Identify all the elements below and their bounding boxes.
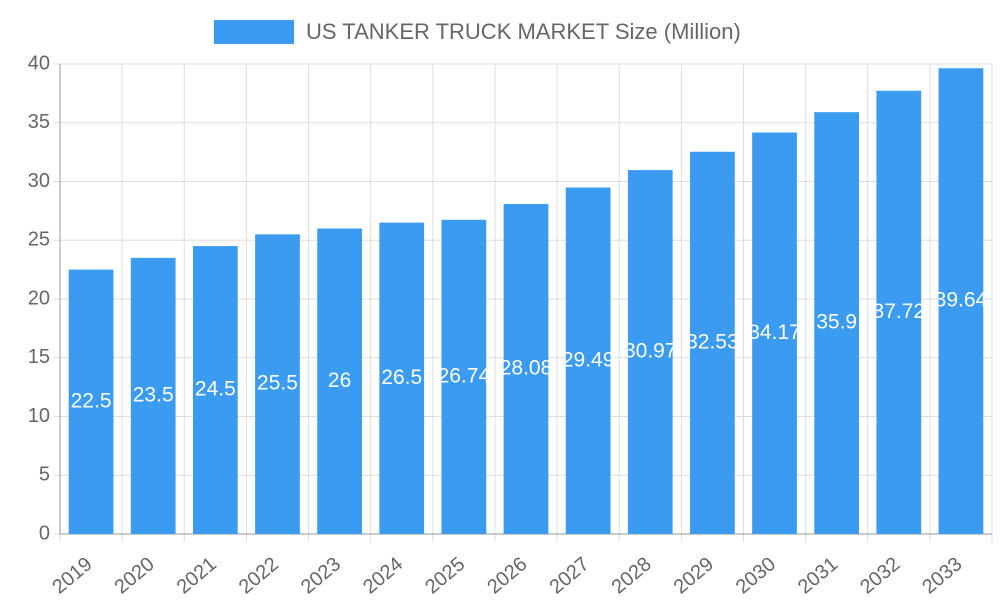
bar <box>379 222 425 534</box>
value-label: 28.08 <box>500 357 553 380</box>
bar <box>503 204 549 534</box>
x-tick-label: 2021 <box>173 553 221 598</box>
value-label: 29.49 <box>562 348 615 371</box>
y-tick-label: 25 <box>28 229 50 251</box>
x-tick-label: 2032 <box>856 553 904 598</box>
bar <box>192 246 238 534</box>
x-tick-label: 2027 <box>545 553 593 598</box>
bar <box>690 151 735 534</box>
value-label: 32.53 <box>686 330 739 353</box>
bar <box>565 187 611 534</box>
value-label: 30.97 <box>624 340 677 363</box>
x-tick-label: 2024 <box>359 553 407 598</box>
value-label: 37.72 <box>873 300 926 323</box>
value-label: 26.5 <box>381 366 422 389</box>
y-tick-label: 0 <box>39 522 50 544</box>
bar <box>130 257 176 534</box>
legend-label: US TANKER TRUCK MARKET Size (Million) <box>306 19 741 44</box>
value-label: 26.74 <box>438 364 491 387</box>
y-tick-label: 40 <box>28 52 50 74</box>
bar <box>255 234 300 534</box>
bar <box>441 219 487 534</box>
y-tick-label: 20 <box>28 287 50 309</box>
x-tick-label: 2033 <box>918 553 966 598</box>
bar <box>627 170 673 535</box>
bar <box>68 269 114 534</box>
value-label: 23.5 <box>133 383 174 406</box>
value-label: 34.17 <box>748 321 801 344</box>
value-label: 26 <box>328 369 351 392</box>
value-label: 24.5 <box>195 378 236 401</box>
value-label: 39.64 <box>935 289 988 312</box>
x-tick-label: 2020 <box>111 553 159 598</box>
value-label: 35.9 <box>816 311 857 334</box>
bar <box>938 68 984 534</box>
x-tick-label: 2026 <box>483 553 531 598</box>
x-tick-label: 2022 <box>235 553 283 598</box>
legend-swatch <box>214 20 294 44</box>
value-label: 22.5 <box>71 389 112 412</box>
bar <box>317 228 362 534</box>
y-tick-label: 10 <box>28 405 50 427</box>
x-tick-label: 2019 <box>48 553 96 598</box>
x-tick-label: 2023 <box>297 553 345 598</box>
bar <box>814 112 860 535</box>
value-label: 25.5 <box>257 372 298 395</box>
y-tick-label: 5 <box>39 464 50 486</box>
x-tick-label: 2025 <box>421 553 469 598</box>
y-tick-label: 35 <box>28 111 50 133</box>
x-tick-label: 2029 <box>670 553 718 598</box>
bar <box>876 90 922 534</box>
y-tick-label: 15 <box>28 346 50 368</box>
x-tick-label: 2030 <box>732 553 780 598</box>
bar <box>752 132 797 534</box>
x-tick-label: 2028 <box>608 553 656 598</box>
x-tick-label: 2031 <box>794 553 842 598</box>
y-tick-label: 30 <box>28 170 50 192</box>
